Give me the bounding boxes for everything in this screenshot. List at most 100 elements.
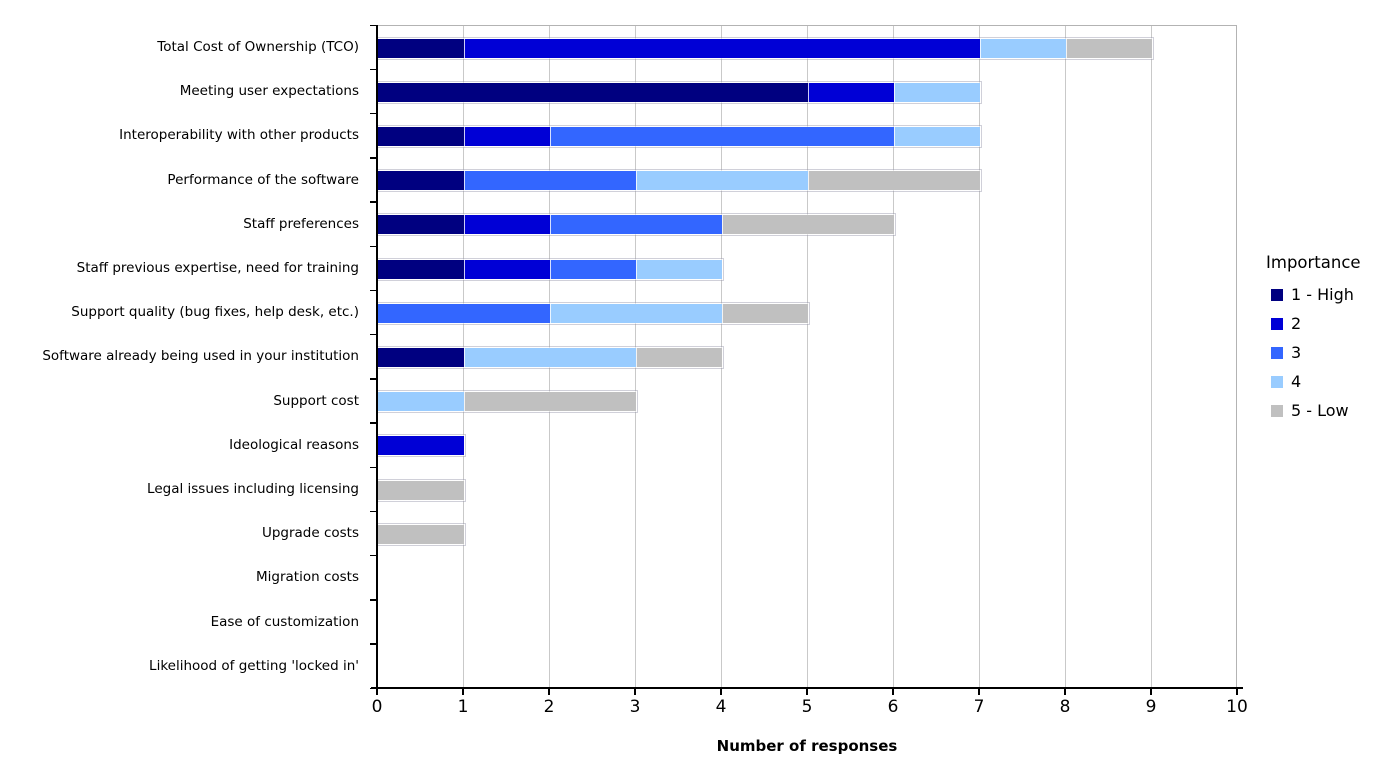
bar-segment-importance-2: [464, 215, 550, 235]
gridline-x-8: [1064, 26, 1066, 688]
plot-area: [376, 25, 1237, 688]
bar-segment-importance-1: [378, 215, 464, 235]
category-label: Upgrade costs: [261, 525, 359, 542]
bar-segment-importance-3: [550, 259, 636, 279]
stacked-bar: [376, 522, 466, 546]
bar-row: [376, 291, 810, 335]
bar-row: [376, 468, 466, 512]
bar-row: [376, 114, 982, 158]
bar-segment-importance-1: [378, 126, 464, 146]
bar-segment-importance-5: [378, 524, 464, 544]
bar-segment-importance-2: [808, 82, 894, 102]
bar-segment-importance-1: [378, 171, 464, 191]
legend-item-label: 1 - High: [1291, 285, 1354, 304]
x-axis-tick-label: 8: [1059, 697, 1071, 717]
legend-items: 1 - High 2 3 4 5 - Low: [1266, 285, 1361, 420]
y-axis-tick: [370, 157, 377, 159]
stacked-bar: [376, 345, 724, 369]
bar-row: [376, 203, 896, 247]
stacked-bar: [376, 478, 466, 502]
bar-segment-importance-4: [550, 303, 722, 323]
legend-item: 4: [1266, 372, 1361, 391]
stacked-bar: [376, 257, 724, 281]
stacked-bar: [376, 80, 982, 104]
y-axis-tick: [370, 378, 377, 380]
bar-segment-importance-1: [378, 82, 808, 102]
x-axis-tick-label: 0: [371, 697, 383, 717]
y-axis-tick: [370, 422, 377, 424]
stacked-bar: [376, 301, 810, 325]
y-axis-tick: [370, 289, 377, 292]
x-axis-tick-label: 9: [1145, 697, 1157, 717]
x-axis-tick: [462, 689, 464, 695]
legend-item-label: 5 - Low: [1291, 401, 1349, 420]
legend: Importance 1 - High 2 3 4 5 - Low: [1266, 253, 1361, 430]
x-axis-tick: [1236, 689, 1238, 695]
y-axis-tick: [370, 201, 377, 203]
legend-title: Importance: [1266, 253, 1361, 272]
x-axis-tick: [892, 689, 894, 695]
bar-segment-importance-5: [722, 303, 808, 323]
y-axis-tick: [370, 333, 377, 336]
bar-segment-importance-4: [636, 171, 808, 191]
category-label: Total Cost of Ownership (TCO): [157, 39, 359, 56]
legend-item: 1 - High: [1266, 285, 1361, 304]
legend-swatch-icon: [1271, 375, 1283, 388]
bar-segment-importance-5: [636, 347, 722, 367]
bar-row: [376, 424, 466, 468]
stacked-bar: [376, 213, 896, 237]
category-label: Support cost: [273, 392, 359, 409]
bar-segment-importance-1: [378, 259, 464, 279]
stacked-bar: [376, 169, 982, 193]
gridline-x-9: [1150, 26, 1152, 688]
x-axis-tick-label: 4: [715, 697, 727, 717]
legend-swatch-icon: [1271, 288, 1283, 301]
category-label: Staff preferences: [243, 215, 359, 232]
bar-segment-importance-5: [464, 392, 636, 412]
x-axis-tick: [548, 689, 550, 695]
bar-segment-importance-4: [636, 259, 722, 279]
category-label: Meeting user expectations: [179, 83, 359, 100]
bar-segment-importance-3: [550, 126, 894, 146]
x-axis-tick-label: 1: [457, 697, 469, 717]
x-axis-tick-label: 10: [1226, 697, 1248, 717]
stacked-bar: [376, 36, 1154, 60]
bar-segment-importance-4: [464, 347, 636, 367]
category-label: Support quality (bug fixes, help desk, e…: [71, 304, 359, 321]
category-label: Performance of the software: [167, 171, 359, 188]
y-axis-tick: [370, 510, 377, 513]
y-axis-tick: [370, 599, 377, 601]
y-axis-tick: [370, 687, 377, 689]
bar-row: [376, 247, 724, 291]
x-axis-tick-label: 5: [801, 697, 813, 717]
bar-segment-importance-4: [894, 126, 980, 146]
x-axis-tick: [978, 689, 980, 695]
legend-item-label: 4: [1291, 372, 1302, 391]
bar-segment-importance-2: [378, 436, 464, 456]
gridline-x-7: [978, 26, 980, 688]
legend-item: 3: [1266, 343, 1361, 362]
y-axis-tick: [370, 554, 377, 557]
y-axis-tick: [370, 643, 377, 645]
bar-segment-importance-5: [1066, 38, 1152, 58]
bar-segment-importance-3: [378, 303, 550, 323]
stacked-bar: [376, 390, 638, 414]
legend-swatch-icon: [1271, 317, 1283, 330]
legend-swatch-icon: [1271, 404, 1283, 417]
category-label: Ideological reasons: [229, 436, 359, 453]
category-label: Ease of customization: [210, 613, 359, 630]
category-label: Migration costs: [256, 569, 359, 586]
bar-segment-importance-3: [550, 215, 722, 235]
category-label: Legal issues including licensing: [147, 481, 359, 498]
bar-segment-importance-4: [894, 82, 980, 102]
gridline-x-5: [806, 26, 808, 688]
bar-segment-importance-1: [378, 38, 464, 58]
legend-item-label: 3: [1291, 343, 1302, 362]
x-axis-tick-label: 6: [887, 697, 899, 717]
bar-segment-importance-5: [378, 480, 464, 500]
bar-row: [376, 380, 638, 424]
y-axis-tick: [370, 466, 377, 468]
x-axis-tick: [1064, 689, 1066, 695]
stacked-bar: [376, 434, 466, 458]
